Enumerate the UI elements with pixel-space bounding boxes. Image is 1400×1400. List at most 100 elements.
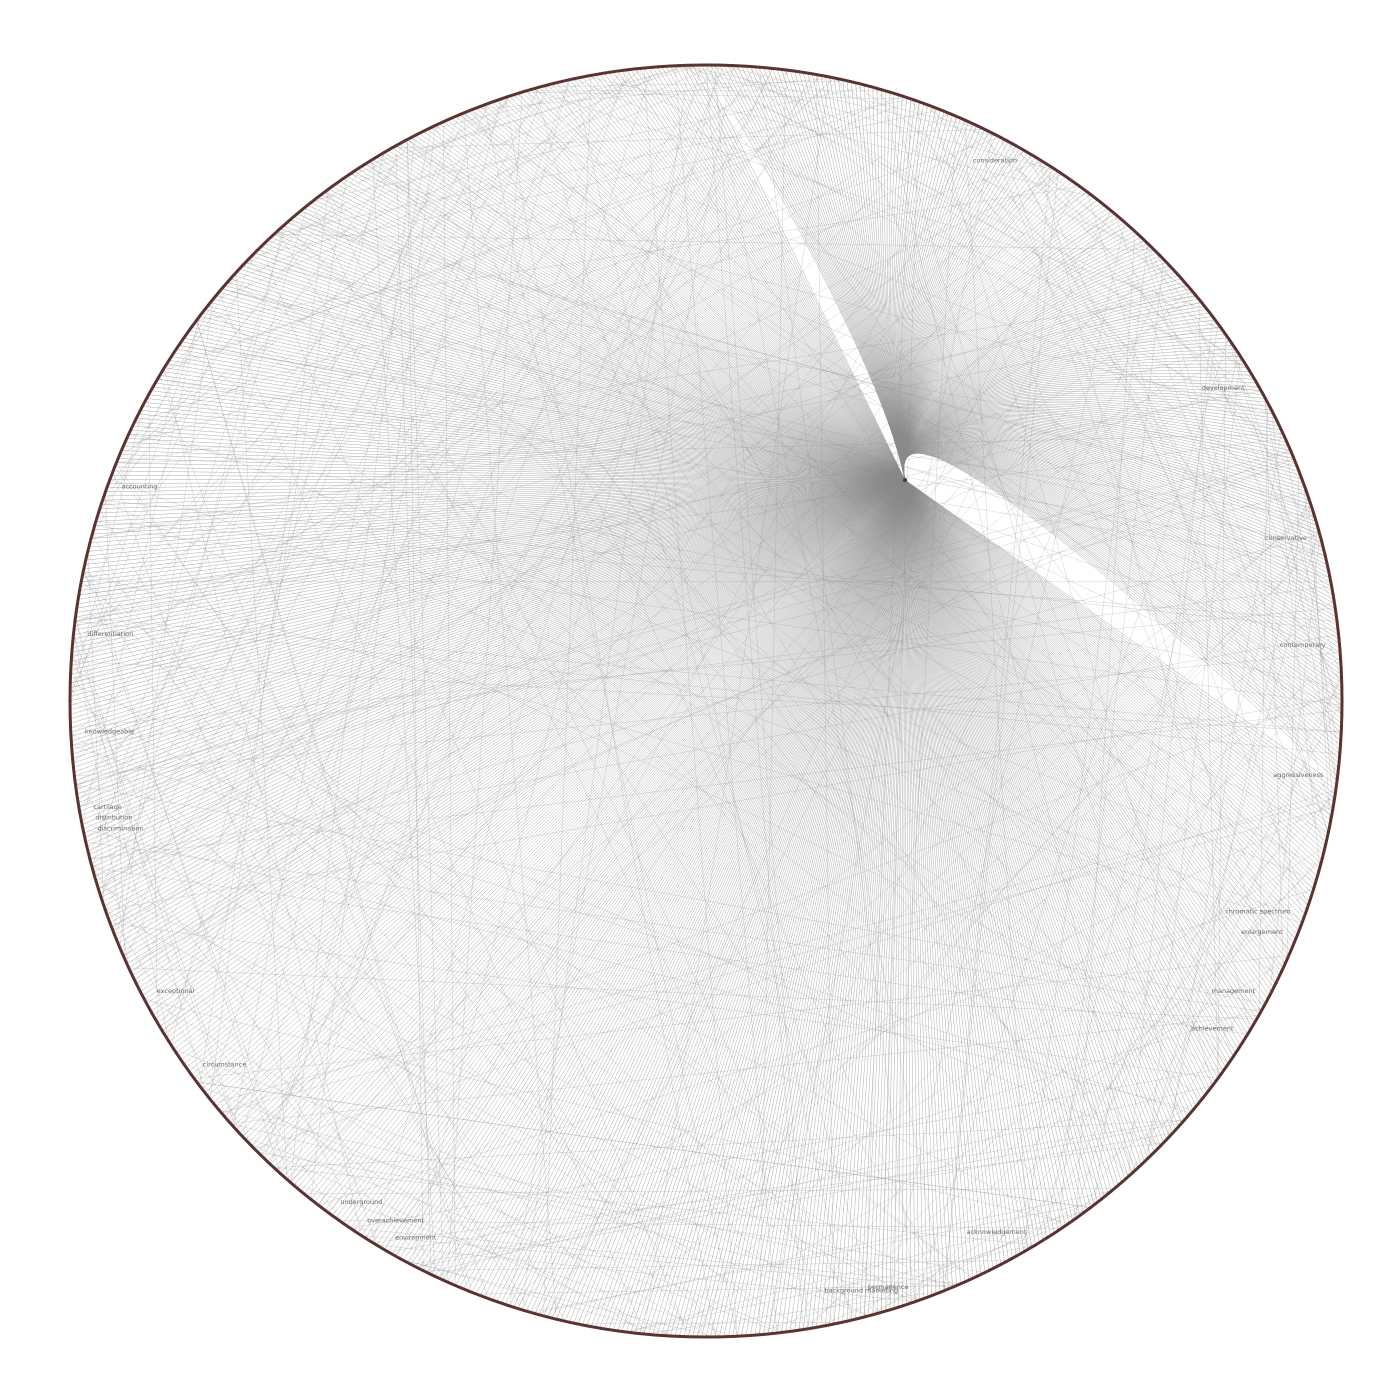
graph-node bbox=[1340, 673, 1343, 676]
graph-node bbox=[875, 87, 879, 90]
graph-node bbox=[1285, 441, 1289, 444]
graph-node bbox=[1309, 503, 1313, 506]
graph-node bbox=[625, 68, 628, 72]
graph-node bbox=[1177, 1125, 1180, 1128]
graph-node bbox=[1186, 284, 1189, 287]
graph-node bbox=[1045, 1236, 1049, 1240]
graph-node bbox=[757, 65, 761, 69]
graph-node bbox=[1317, 528, 1320, 532]
graph-node bbox=[175, 347, 178, 351]
graph-node bbox=[1291, 453, 1294, 456]
graph-node bbox=[135, 982, 138, 986]
node-label: consideration bbox=[973, 156, 1017, 164]
graph-node bbox=[1159, 254, 1162, 258]
node-label: permanence bbox=[868, 1283, 909, 1291]
graph-node bbox=[104, 908, 107, 912]
graph-node bbox=[88, 541, 92, 545]
graph-node bbox=[1110, 1189, 1113, 1193]
node-label: differentiation bbox=[87, 630, 133, 638]
graph-node bbox=[108, 921, 112, 924]
graph-node bbox=[1203, 304, 1206, 308]
graph-node bbox=[1313, 883, 1317, 887]
graph-node bbox=[1248, 370, 1252, 373]
graph-node bbox=[520, 90, 524, 94]
graph-node bbox=[823, 75, 827, 78]
graph-node bbox=[80, 818, 83, 822]
graph-node bbox=[1262, 1006, 1265, 1009]
node-label: acknowledgement bbox=[967, 1228, 1027, 1236]
graph-node bbox=[72, 633, 75, 636]
graph-node bbox=[1149, 1154, 1153, 1157]
graph-node bbox=[182, 1062, 185, 1066]
graph-node bbox=[68, 686, 72, 689]
graph-node bbox=[520, 1308, 524, 1312]
graph-node bbox=[85, 554, 89, 558]
graph-node bbox=[1305, 908, 1308, 912]
graph-node bbox=[1329, 580, 1332, 584]
graph-node bbox=[1335, 779, 1339, 782]
node-label: conservative bbox=[1265, 534, 1307, 542]
graph-node bbox=[70, 659, 73, 663]
graph-node bbox=[888, 90, 892, 94]
graph-node bbox=[744, 65, 748, 68]
graph-node bbox=[1339, 659, 1342, 663]
graph-node bbox=[483, 103, 486, 107]
graph-node bbox=[704, 63, 708, 67]
graph-node bbox=[611, 1328, 615, 1332]
graph-node bbox=[664, 65, 668, 68]
graph-node bbox=[987, 130, 991, 133]
graph-node bbox=[836, 1321, 840, 1325]
graph-node bbox=[1168, 264, 1171, 267]
graph-node bbox=[309, 1198, 313, 1201]
graph-node bbox=[108, 478, 112, 481]
graph-node bbox=[999, 136, 1002, 139]
graph-node bbox=[987, 1269, 991, 1272]
graph-node bbox=[718, 1335, 721, 1339]
graph-node bbox=[875, 1312, 879, 1315]
label-layer: accounting differentiation knowledgeable ca… bbox=[85, 156, 1326, 1294]
graph-node bbox=[951, 1286, 954, 1289]
graph-node bbox=[704, 1335, 708, 1339]
graph-node bbox=[1211, 1084, 1214, 1087]
node-label: enlargement bbox=[1241, 928, 1283, 936]
graph-node bbox=[386, 1250, 390, 1254]
graph-node bbox=[1274, 416, 1277, 420]
graph-node bbox=[341, 1222, 345, 1225]
graph-node bbox=[508, 94, 511, 98]
graph-node bbox=[320, 1206, 323, 1209]
graph-node bbox=[1241, 1040, 1245, 1044]
graph-node bbox=[1234, 1051, 1237, 1055]
graph-node bbox=[73, 620, 77, 623]
graph-node bbox=[82, 831, 86, 835]
graph-node bbox=[1329, 818, 1332, 822]
graph-node bbox=[1340, 726, 1343, 729]
graph-node bbox=[771, 67, 774, 70]
graph-node bbox=[190, 325, 193, 329]
graph-node bbox=[289, 218, 292, 221]
graph-node bbox=[533, 1312, 537, 1315]
graph-node bbox=[299, 209, 302, 213]
graph-node bbox=[99, 896, 103, 899]
graph-node bbox=[1159, 1144, 1162, 1148]
graph-node bbox=[810, 72, 814, 76]
graph-node bbox=[810, 1326, 814, 1330]
graph-node bbox=[398, 142, 401, 145]
graph-node bbox=[1320, 857, 1324, 861]
graph-node bbox=[214, 1105, 218, 1108]
graph-node bbox=[69, 726, 72, 729]
graph-node bbox=[135, 416, 138, 420]
graph-node bbox=[913, 99, 917, 102]
node-label: background marketing bbox=[825, 1287, 899, 1295]
node-label: management bbox=[1212, 987, 1256, 995]
graph-node bbox=[73, 779, 77, 782]
graph-node bbox=[1219, 325, 1222, 329]
graph-node bbox=[1285, 958, 1289, 961]
graph-node bbox=[1177, 274, 1180, 277]
graph-node bbox=[651, 1333, 655, 1337]
graph-node bbox=[1305, 490, 1308, 494]
graph-node bbox=[1255, 381, 1259, 385]
graph-node bbox=[938, 1291, 942, 1294]
graph-node bbox=[175, 1051, 178, 1055]
graph-node bbox=[1194, 1105, 1198, 1108]
graph-node bbox=[1219, 1073, 1222, 1077]
